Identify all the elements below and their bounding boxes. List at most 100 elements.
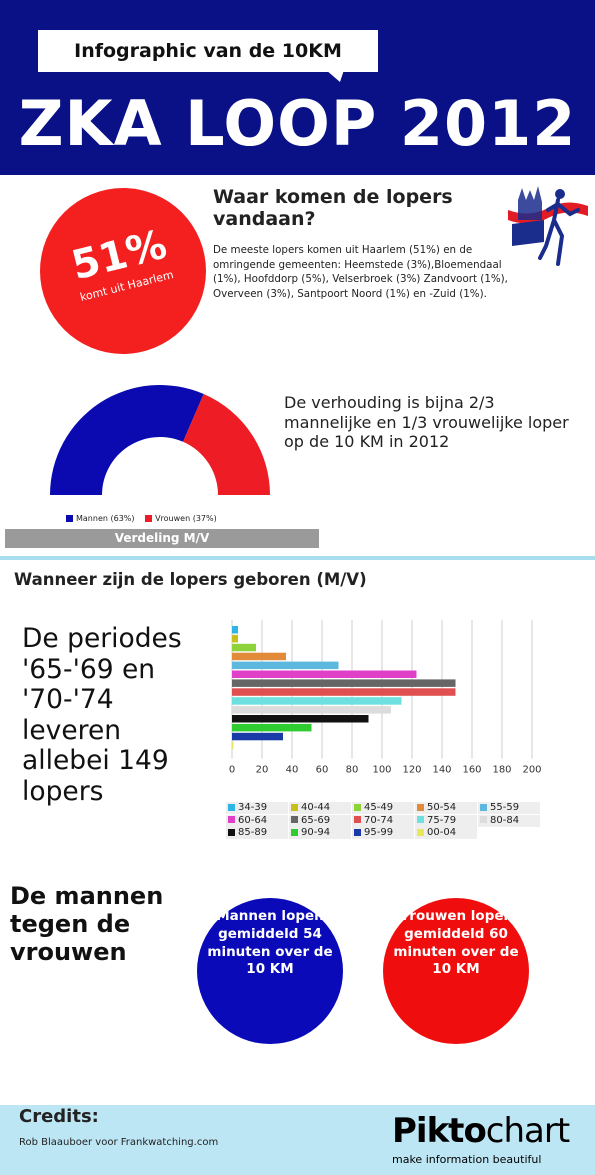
legend-swatch — [291, 828, 298, 836]
bar-60-64 — [232, 670, 417, 678]
footer-bar — [0, 1105, 595, 1175]
legend-label: 90-94 — [301, 827, 331, 838]
legend-item-70-74: 70-74 — [352, 814, 414, 827]
gender-donut-chart — [50, 385, 270, 495]
legend-swatch — [417, 828, 424, 836]
women-average-circle: Vrouwen lopen gemiddeld 60 minuten over … — [383, 898, 529, 1044]
legend-item-65-69: 65-69 — [289, 814, 351, 827]
legend-item-80-84: 80-84 — [478, 814, 540, 827]
legend-swatch-men — [66, 515, 73, 522]
gender-ratio-text: De verhouding is bijna 2/3 mannelijke en… — [284, 393, 569, 451]
legend-item-60-64: 60-64 — [226, 814, 288, 827]
donut-segment-women — [183, 394, 270, 495]
periods-text: De periodes '65-'69 en '70-'74 leveren a… — [22, 623, 182, 807]
legend-label: 95-99 — [364, 827, 394, 838]
bar-80-84 — [232, 706, 391, 714]
brand-part-2: chart — [485, 1111, 570, 1151]
x-tick-label: 100 — [372, 765, 391, 776]
legend-row: 34-39 40-44 45-49 50-54 55-59 — [226, 802, 540, 815]
legend-label: 34-39 — [238, 802, 268, 813]
bar-90-94 — [232, 723, 312, 732]
x-tick-label: 40 — [286, 765, 299, 776]
header-title: ZKA LOOP 2012 — [18, 87, 577, 160]
legend-item-00-04: 00-04 — [415, 827, 477, 839]
bar-00-04 — [232, 741, 234, 750]
legend-swatch — [417, 803, 424, 811]
donut-segment-men — [50, 385, 204, 495]
runner-logo-icon — [508, 186, 588, 266]
legend-label-men: Mannen (63%) — [76, 514, 135, 523]
bar-45-49 — [232, 643, 256, 652]
x-tick-label: 0 — [229, 765, 235, 776]
chart-x-ticks: 0 20 40 60 80 100 120 140 160 180 200 — [229, 765, 542, 776]
x-tick-label: 180 — [492, 765, 511, 776]
women-average-text: Vrouwen lopen gemiddeld 60 minuten over … — [393, 908, 519, 978]
bar-70-74 — [232, 688, 456, 696]
legend-row: 60-64 65-69 70-74 75-79 80-84 — [226, 814, 540, 828]
legend-item-55-59: 55-59 — [478, 802, 540, 814]
legend-swatch — [354, 816, 361, 823]
legend-item-95-99: 95-99 — [352, 827, 414, 839]
header-subtitle: Infographic van de 10KM — [38, 30, 378, 72]
legend-label-women: Vrouwen (37%) — [155, 514, 217, 523]
legend-item-45-49: 45-49 — [352, 802, 414, 814]
bar-75-79 — [232, 697, 402, 705]
origin-title: Waar komen de lopers vandaan? — [213, 186, 453, 230]
brand-tagline: make information beautiful — [392, 1153, 542, 1166]
header-banner — [0, 0, 595, 175]
legend-item-85-89: 85-89 — [226, 827, 288, 839]
legend-item-90-94: 90-94 — [289, 827, 351, 839]
legend-row: 85-89 90-94 95-99 00-04 — [226, 827, 536, 840]
legend-swatch — [291, 803, 298, 811]
legend-swatch — [354, 803, 361, 811]
legend-label: 75-79 — [427, 814, 457, 826]
gender-legend: Mannen (63%) Vrouwen (37%) — [66, 514, 225, 523]
legend-label: 70-74 — [364, 814, 394, 826]
legend-item-34-39: 34-39 — [226, 802, 288, 814]
bar-65-69 — [232, 679, 456, 687]
bar-95-99 — [232, 732, 283, 741]
x-tick-label: 200 — [522, 765, 541, 776]
section-divider — [0, 556, 595, 560]
legend-item-40-44: 40-44 — [289, 802, 351, 814]
legend-swatch — [480, 803, 487, 811]
brand-part-1: Pikto — [392, 1111, 487, 1151]
birth-section-title: Wanneer zijn de lopers geboren (M/V) — [14, 570, 367, 589]
legend-label: 50-54 — [427, 802, 457, 813]
birth-chart-legend: 34-39 40-44 45-49 50-54 55-59 60-64 65-69 70-74… — [226, 802, 540, 840]
x-tick-label: 140 — [432, 765, 451, 776]
haarlem-percent-circle: 51% komt uit Haarlem — [40, 188, 206, 354]
gender-caption-bar: Verdeling M/V — [5, 529, 319, 548]
x-tick-label: 60 — [316, 765, 329, 776]
origin-text: De meeste lopers komen uit Haarlem (51%)… — [213, 244, 508, 300]
legend-label: 40-44 — [301, 802, 331, 813]
legend-label: 60-64 — [238, 814, 268, 826]
legend-swatch — [417, 816, 424, 823]
legend-label: 65-69 — [301, 814, 331, 826]
legend-item-50-54: 50-54 — [415, 802, 477, 814]
legend-swatch — [354, 828, 361, 836]
piktochart-logo[interactable]: Piktochart — [392, 1110, 570, 1152]
legend-label: 00-04 — [427, 827, 457, 838]
x-tick-label: 20 — [256, 765, 269, 776]
legend-label: 80-84 — [490, 814, 520, 826]
legend-label: 45-49 — [364, 802, 394, 813]
bar-55-59 — [232, 661, 339, 670]
speech-bubble-tail — [326, 70, 344, 82]
legend-label: 85-89 — [238, 827, 268, 838]
men-average-circle: Mannen lopen gemiddeld 54 minuten over d… — [197, 898, 343, 1044]
legend-swatch — [228, 828, 235, 836]
legend-swatch — [228, 803, 235, 811]
x-tick-label: 120 — [402, 765, 421, 776]
bar-34-39 — [232, 626, 238, 634]
credits-text: Rob Blaauboer voor Frankwatching.com — [19, 1137, 219, 1148]
men-average-text: Mannen lopen gemiddeld 54 minuten over d… — [207, 908, 333, 978]
legend-swatch — [480, 816, 487, 823]
legend-item-75-79: 75-79 — [415, 814, 477, 827]
bar-50-54 — [232, 652, 286, 661]
legend-item-women: Vrouwen (37%) — [145, 514, 217, 523]
comparison-title: De mannen tegen de vrouwen — [10, 882, 164, 966]
chart-bars — [232, 626, 456, 750]
legend-swatch — [228, 816, 235, 823]
legend-swatch — [291, 816, 298, 823]
